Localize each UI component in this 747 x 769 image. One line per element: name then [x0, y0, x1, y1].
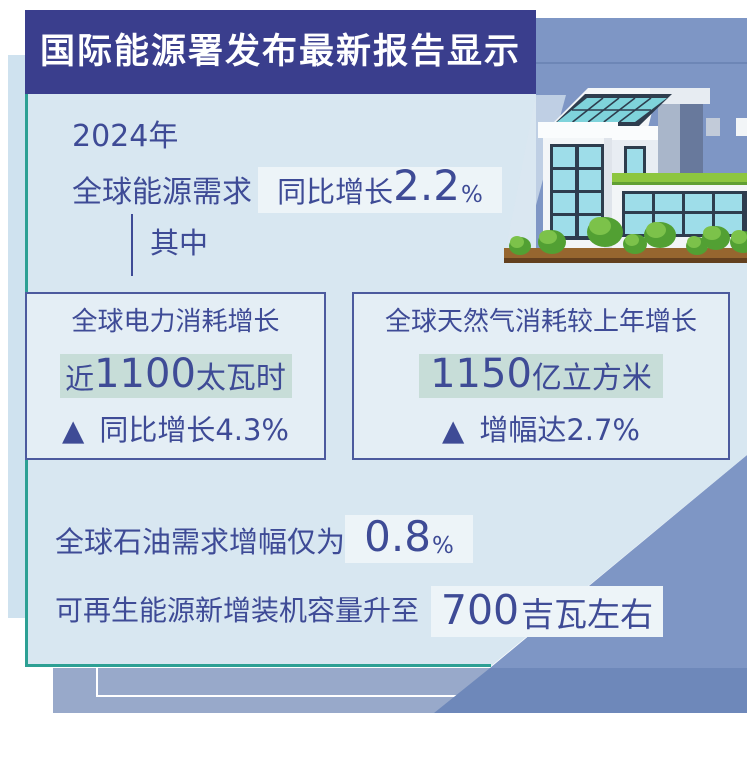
electricity-delta-row: ▲ 同比增长4.3%	[62, 416, 289, 445]
electricity-value: 1100	[94, 351, 196, 398]
connector-line	[131, 214, 133, 276]
electricity-value-unit: 太瓦时	[195, 361, 286, 397]
gas-stat-box: 全球天然气消耗较上年增长 1150 亿立方米 ▲ 增幅达2.7%	[352, 292, 730, 460]
oil-value-highlight: 0.8%	[345, 515, 473, 563]
tower	[538, 122, 618, 248]
ground	[504, 248, 747, 258]
gas-title: 全球天然气消耗较上年增长	[384, 307, 697, 337]
electricity-delta-text: 同比增长4.3%	[99, 413, 289, 447]
renewables-value: 700	[440, 586, 520, 634]
among-label: 其中	[150, 226, 209, 260]
window-row	[622, 191, 747, 237]
growth-unit: %	[460, 182, 483, 208]
gas-value-unit: 亿立方米	[531, 361, 652, 397]
solar-panel	[552, 94, 672, 126]
page-title: 国际能源署发布最新报告显示	[39, 31, 521, 72]
header-banner: 国际能源署发布最新报告显示	[25, 10, 536, 94]
oil-demand-label: 全球石油需求增幅仅为	[55, 525, 346, 559]
gas-delta-text: 增幅达2.7%	[479, 413, 640, 447]
growth-value: 2.2	[393, 161, 460, 210]
green-roof	[612, 173, 747, 182]
gas-value: 1150	[430, 351, 532, 398]
electricity-value-highlight: 近 1100 太瓦时	[59, 351, 292, 399]
chimney	[658, 102, 682, 185]
electricity-value-prefix: 近	[65, 362, 95, 397]
oil-value: 0.8	[364, 512, 431, 561]
electricity-title: 全球电力消耗增长	[71, 307, 280, 337]
renewables-label: 可再生能源新增装机容量升至	[55, 594, 420, 627]
up-triangle-icon: ▲	[62, 413, 85, 447]
oil-unit: %	[431, 533, 454, 559]
bushes	[509, 217, 747, 255]
eco-building-solar-panels-icon	[504, 18, 747, 264]
renewables-value-highlight: 700 吉瓦左右	[431, 586, 663, 637]
gas-delta-row: ▲ 增幅达2.7%	[442, 416, 640, 445]
card-backing-strip	[8, 55, 25, 618]
year-label: 2024年	[72, 119, 179, 154]
growth-prefix: 同比增长	[277, 175, 394, 209]
electricity-stat-box: 全球电力消耗增长 近 1100 太瓦时 ▲ 同比增长4.3%	[25, 292, 326, 460]
band-dark-triangle	[434, 668, 747, 713]
gas-value-highlight: 1150 亿立方米	[419, 351, 663, 399]
up-triangle-icon: ▲	[442, 413, 465, 447]
renewables-unit: 吉瓦左右	[521, 595, 654, 634]
energy-demand-label: 全球能源需求	[72, 175, 252, 210]
card-bottom-border	[25, 664, 491, 667]
demand-growth-highlight: 同比增长 2.2%	[258, 161, 502, 213]
